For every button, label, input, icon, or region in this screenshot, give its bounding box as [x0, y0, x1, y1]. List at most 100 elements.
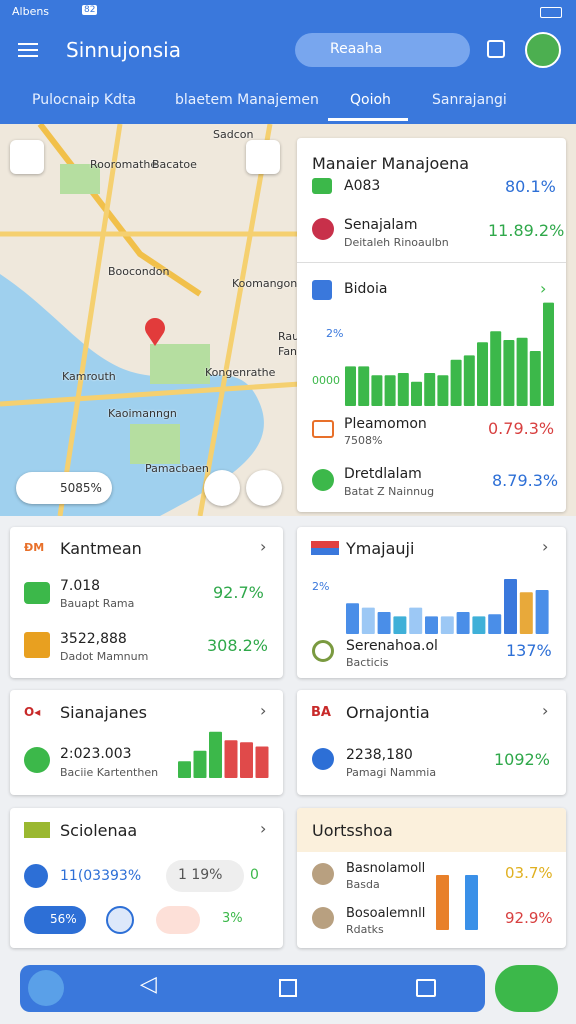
bar — [393, 616, 407, 634]
icon[interactable] — [106, 906, 134, 934]
row-sub: Dadot Mamnum — [60, 650, 149, 663]
icon — [24, 864, 48, 888]
row-sub: Basda — [346, 878, 380, 891]
row-label: 2:023.003 — [60, 746, 132, 762]
chevron[interactable]: › — [260, 701, 267, 720]
nav-recent[interactable] — [416, 979, 436, 997]
card-icon: BA — [311, 705, 331, 720]
chip[interactable] — [24, 906, 86, 934]
row-value: 11.89.2% — [488, 221, 565, 240]
nav-back[interactable]: ◁ — [140, 972, 157, 997]
icon — [24, 632, 50, 658]
bar — [224, 740, 238, 778]
compass-button[interactable] — [204, 470, 240, 506]
bar — [450, 359, 462, 406]
bar-chart — [346, 579, 549, 634]
nav-home[interactable] — [279, 979, 297, 997]
road — [0, 124, 301, 516]
card[interactable] — [297, 808, 566, 948]
tab-indicator — [328, 118, 408, 121]
layers-button[interactable] — [10, 140, 44, 174]
map-label: Sadcon — [213, 128, 254, 141]
chevron[interactable]: › — [540, 279, 547, 298]
bar — [535, 590, 549, 634]
map-label: Kamrouth — [62, 370, 116, 383]
row-label: A083 — [344, 178, 381, 194]
bar — [503, 340, 515, 406]
search-box[interactable] — [295, 33, 470, 67]
bar — [543, 302, 554, 406]
bar — [424, 373, 436, 406]
icon — [312, 748, 334, 770]
map-label: Kongenrathe — [205, 366, 276, 379]
map-pin[interactable] — [145, 318, 165, 346]
row-label: 7.018 — [60, 578, 101, 594]
tab[interactable]: blaetem Manajemen — [175, 92, 319, 108]
bar — [516, 337, 528, 406]
chip[interactable] — [166, 860, 244, 892]
row-sub: Pamagi Nammia — [346, 766, 437, 779]
bar — [519, 592, 533, 634]
bar — [436, 875, 449, 930]
icon — [312, 907, 334, 929]
battery — [540, 7, 562, 18]
carrier: Albens — [12, 5, 50, 18]
row-value: 80.1% — [505, 177, 556, 196]
row-label: 11(03393% — [60, 868, 142, 884]
search-placeholder: Reaaha — [330, 41, 383, 57]
scale-chip[interactable] — [16, 472, 112, 504]
card-title: Ymajauji — [346, 539, 415, 558]
card-title: Uortsshoa — [312, 821, 393, 840]
chip-text: 1 19% — [178, 867, 223, 883]
menu-button[interactable] — [18, 43, 38, 57]
nav-app[interactable] — [28, 970, 64, 1006]
chart-title: Bidoia — [344, 281, 388, 297]
bar — [384, 375, 396, 406]
icon — [24, 747, 50, 773]
stats-panel — [297, 138, 566, 512]
row-label: 3522,888 — [60, 631, 127, 647]
bar — [358, 366, 370, 406]
row-label: Basnolamoll — [346, 861, 426, 876]
chevron[interactable]: › — [542, 537, 549, 556]
scale-text: 5085% — [60, 481, 102, 495]
chart-label: 2% — [312, 580, 330, 593]
chevron[interactable]: › — [542, 701, 549, 720]
row-label: Pleamomon — [344, 416, 427, 432]
row-label: Dretdlalam — [344, 466, 422, 482]
home-button[interactable] — [487, 40, 505, 58]
avatar[interactable] — [525, 32, 561, 68]
bar — [411, 381, 422, 406]
route-button[interactable] — [246, 470, 282, 506]
tab[interactable]: Sanrajangi — [432, 92, 507, 108]
card-icon — [24, 822, 50, 838]
fab[interactable] — [495, 965, 558, 1012]
card[interactable] — [10, 527, 283, 678]
card[interactable] — [297, 690, 566, 795]
icon[interactable] — [156, 906, 200, 934]
row-label: 2238,180 — [346, 747, 413, 763]
bar-chart — [178, 731, 269, 778]
park — [150, 344, 210, 384]
tab[interactable]: Pulocnaip Kdta — [32, 92, 137, 108]
bar — [465, 875, 478, 930]
map-label: Kaoimanngn — [108, 407, 177, 420]
locate-button[interactable] — [246, 140, 280, 174]
bar — [178, 761, 191, 778]
bar — [504, 579, 517, 634]
chevron[interactable]: › — [260, 537, 267, 556]
tab[interactable]: Qoioh — [350, 92, 391, 108]
row-value: 137% — [506, 641, 552, 660]
bar — [472, 616, 486, 634]
badge: 82 — [82, 5, 98, 15]
row-sub: Rdatks — [346, 923, 384, 936]
row-sub: Baciie Kartenthen — [60, 766, 159, 779]
row-label: Serenahoa.ol — [346, 638, 438, 654]
card-title: Sianajanes — [60, 703, 147, 722]
icon — [24, 582, 50, 604]
row-value: 0.79.3% — [488, 419, 555, 438]
chevron[interactable]: › — [260, 819, 267, 838]
card-icon — [311, 541, 339, 555]
row-sub: Batat Z Nainnug — [344, 485, 435, 498]
bar — [477, 342, 488, 406]
